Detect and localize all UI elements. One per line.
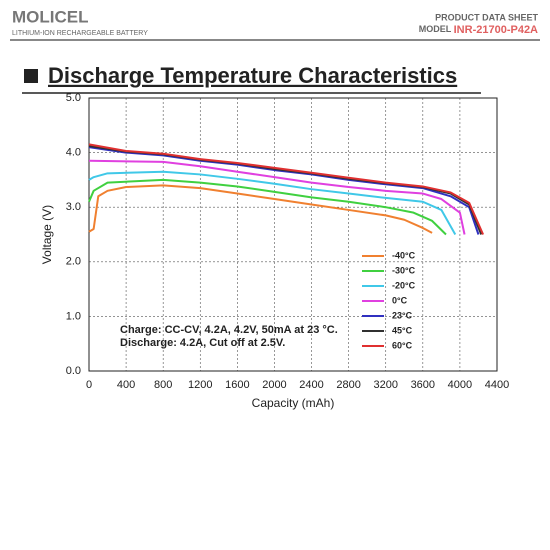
x-tick-label: 1600 — [225, 379, 249, 391]
model-name: INR-21700-P42A — [454, 24, 538, 36]
plot-frame — [88, 97, 498, 372]
series-line — [88, 146, 480, 235]
y-tick-label: 0.0 — [66, 365, 81, 377]
series-line — [88, 170, 457, 235]
y-tick-label: 5.0 — [66, 92, 81, 104]
legend-label: -20°C — [392, 280, 416, 290]
model-label: MODEL — [419, 24, 452, 34]
y-tick-label: 3.0 — [66, 201, 81, 213]
x-tick-label: 0 — [86, 379, 92, 391]
legend-label: 60°C — [392, 340, 413, 350]
y-tick-label: 4.0 — [66, 147, 81, 159]
x-tick-label: 800 — [154, 379, 172, 391]
y-tick-label: 2.0 — [66, 256, 81, 268]
legend-label: 0°C — [392, 295, 408, 305]
series-line — [88, 178, 447, 236]
x-tick-label: 3200 — [373, 379, 397, 391]
plot: 0 400 800 1200 1600 2000 2400 2800 3200 3600 4000 4… — [40, 92, 509, 410]
model: MODEL INR-21700-P42A — [419, 24, 538, 36]
doc-type: PRODUCT DATA SHEET — [435, 12, 538, 22]
legend-label: 45°C — [392, 325, 413, 335]
annotation: Discharge: 4.2A, Cut off at 2.5V. — [120, 337, 285, 349]
logo: MOLICEL — [12, 7, 89, 26]
x-tick-label: 4000 — [448, 379, 472, 391]
x-tick-label: 4400 — [485, 379, 509, 391]
series-line — [88, 145, 483, 235]
legend-label: -40°C — [392, 250, 416, 260]
y-axis-label: Voltage (V) — [40, 205, 54, 264]
title-bullet — [24, 69, 38, 83]
legend-label: 23°C — [392, 310, 413, 320]
x-tick-label: 3600 — [411, 379, 435, 391]
x-tick-label: 2800 — [336, 379, 360, 391]
series-line — [88, 159, 466, 235]
x-tick-label: 2000 — [262, 379, 286, 391]
y-tick-label: 1.0 — [66, 310, 81, 322]
x-axis-label: Capacity (mAh) — [252, 396, 335, 410]
x-tick-label: 400 — [117, 379, 135, 391]
tagline: LITHIUM-ION RECHARGEABLE BATTERY — [12, 30, 148, 37]
series-line — [88, 143, 485, 235]
x-tick-label: 1200 — [188, 379, 212, 391]
legend-label: -30°C — [392, 265, 416, 275]
annotation: Charge: CC-CV, 4.2A, 4.2V, 50mA at 23 °C… — [120, 324, 338, 336]
x-tick-label: 2400 — [299, 379, 323, 391]
series-line — [88, 184, 433, 234]
chart-title: Discharge Temperature Characteristics — [48, 63, 457, 88]
